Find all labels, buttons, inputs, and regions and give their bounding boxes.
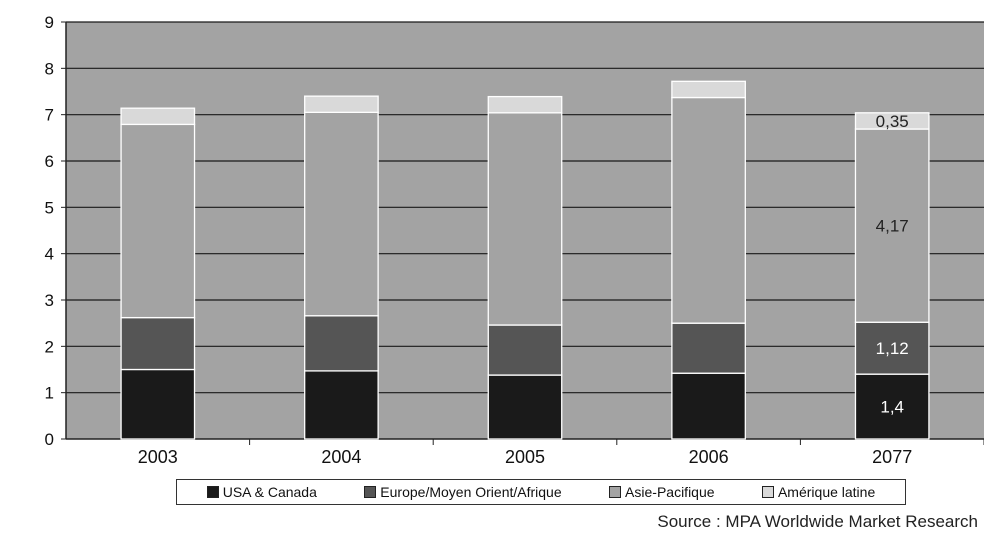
bar-segment (854, 128, 930, 323)
source-note: Source : MPA Worldwide Market Research (657, 512, 978, 531)
bar-segment (304, 315, 379, 372)
bar-segment (120, 368, 196, 440)
x-tick-label: 2004 (321, 447, 361, 467)
y-tick-label: 0 (45, 430, 54, 449)
x-tick-label: 2077 (872, 447, 912, 467)
y-tick-label: 9 (45, 13, 54, 32)
bar-segment (487, 95, 563, 114)
bar-segment (304, 95, 379, 113)
y-tick-label: 4 (45, 245, 54, 264)
legend-item-latin-america: Amérique latine (761, 484, 876, 500)
y-tick-label: 7 (45, 106, 54, 125)
bar-segment (304, 370, 379, 440)
legend-label-europe: Europe/Moyen Orient/Afrique (380, 484, 562, 500)
x-tick-label: 2003 (138, 447, 178, 467)
y-tick-label: 2 (45, 337, 54, 356)
legend-item-europe: Europe/Moyen Orient/Afrique (364, 484, 562, 500)
data-label: 1,12 (876, 339, 909, 358)
data-label: 0,35 (876, 112, 909, 131)
legend-label-usa-canada: USA & Canada (222, 484, 317, 500)
bar-segment (671, 372, 746, 440)
legend-swatch-latin-america (761, 486, 774, 498)
y-tick-label: 5 (45, 198, 54, 217)
legend-swatch-usa-canada (206, 486, 219, 498)
y-tick-label: 1 (45, 384, 54, 403)
bar-segment (671, 80, 746, 99)
legend-item-usa-canada: USA & Canada (206, 484, 317, 500)
y-tick-label: 3 (45, 291, 54, 310)
bar-segment (120, 316, 196, 371)
legend-swatch-asia (609, 486, 622, 498)
bar-segment (304, 111, 379, 317)
bar-segment (671, 96, 746, 324)
x-tick-label: 2006 (689, 447, 729, 467)
legend: USA & Canada Europe/Moyen Orient/Afrique… (176, 479, 906, 505)
bar-segment (487, 374, 563, 440)
bar-segment (854, 112, 930, 130)
legend-label-asia: Asie-Pacifique (625, 484, 715, 500)
legend-label-latin-america: Amérique latine (777, 484, 876, 500)
bar-segment (487, 324, 563, 376)
data-label: 4,17 (876, 217, 909, 236)
bar-segment (854, 373, 930, 440)
y-tick-label: 6 (45, 152, 54, 171)
data-label: 1,4 (880, 398, 904, 417)
bar-segment (120, 107, 196, 126)
x-tick-label: 2005 (505, 447, 545, 467)
bar-segment (120, 123, 196, 319)
bar-segment (671, 322, 746, 374)
y-tick-label: 8 (45, 59, 54, 78)
legend-item-asia: Asie-Pacifique (609, 484, 715, 500)
legend-swatch-europe (364, 486, 377, 498)
bar-segment (854, 321, 930, 375)
bar-segment (487, 112, 563, 326)
